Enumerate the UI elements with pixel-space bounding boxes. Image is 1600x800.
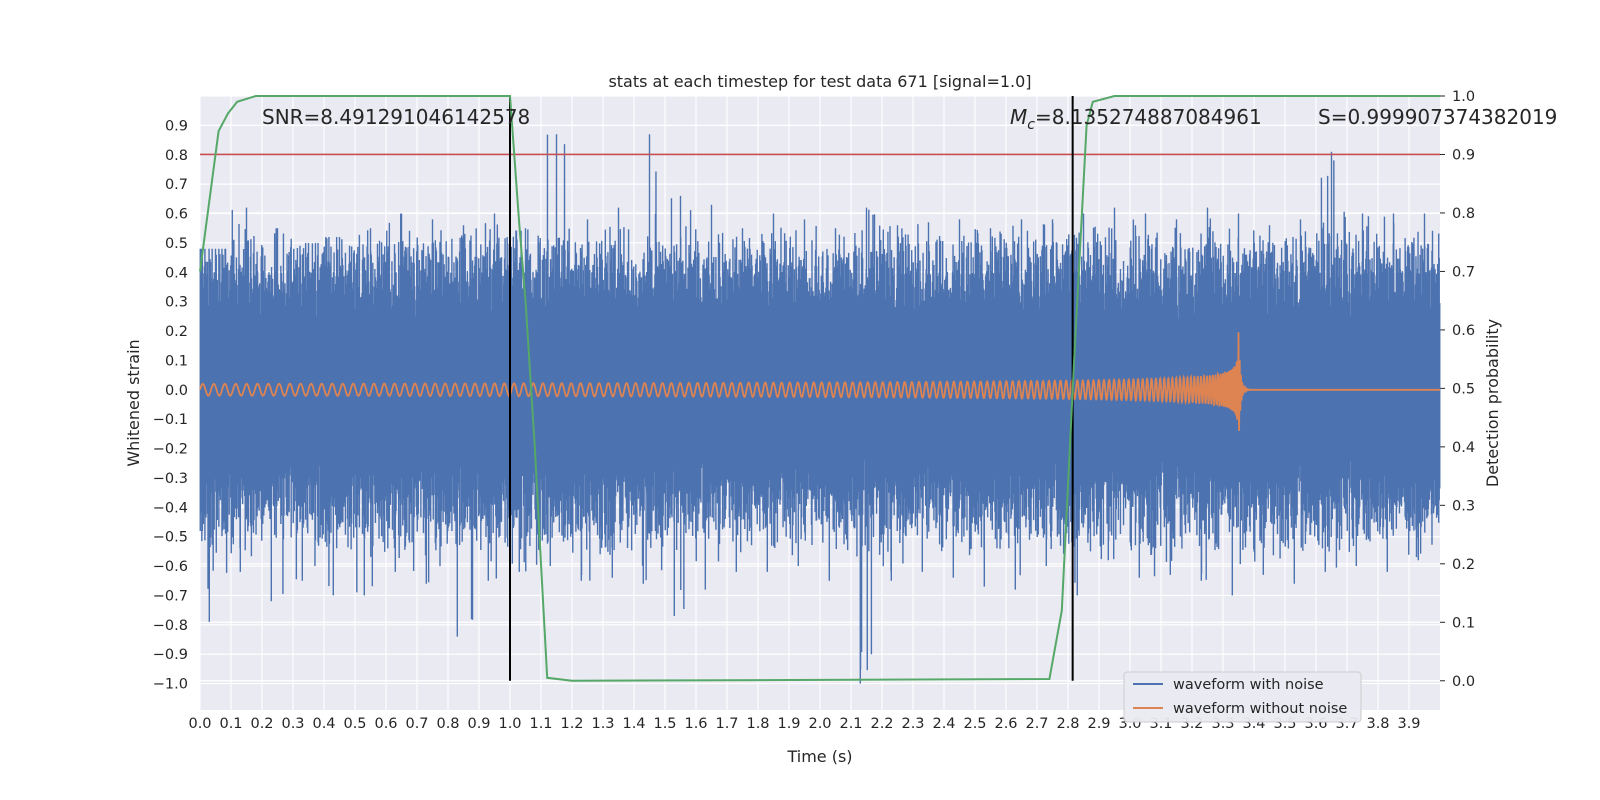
x-tick-label: 0.9 [467, 716, 490, 732]
x-tick-label: 3.9 [1397, 716, 1420, 732]
x-tick-label: 1.9 [777, 716, 800, 732]
y-tick-label: −0.3 [153, 471, 188, 487]
x-tick-label: 0.2 [250, 716, 273, 732]
x-tick-label: 2.8 [1056, 716, 1079, 732]
y-tick-label: −0.9 [153, 647, 188, 663]
y-tick-label: −0.5 [153, 530, 188, 546]
y2-tick-label: 1.0 [1452, 89, 1475, 105]
x-tick-label: 0.0 [188, 716, 211, 732]
x-tick-label: 3.8 [1366, 716, 1389, 732]
snr-annotation: SNR=8.491291046142578 [262, 105, 530, 129]
clean-waveform-line [199, 332, 1440, 431]
y2-tick-label: 0.1 [1452, 615, 1475, 631]
y-tick-label: 0.8 [165, 148, 188, 164]
x-tick-label: 1.2 [560, 716, 583, 732]
y2-tick-label: 0.4 [1452, 440, 1475, 456]
y2-tick-label: 0.6 [1452, 323, 1475, 339]
y-tick-labels: 0.9 0.8 0.7 0.6 0.5 0.4 0.3 0.2 0.1 0.0 −0.1 −0.2 −0… [153, 118, 188, 692]
y-tick-label: 0.3 [165, 295, 188, 311]
clean-waveform-series [199, 332, 1440, 431]
x-tick-label: 2.3 [901, 716, 924, 732]
y-tick-label: −0.8 [153, 618, 188, 634]
x-tick-label: 1.4 [622, 716, 645, 732]
chart-title: stats at each timestep for test data 671… [608, 72, 1031, 91]
x-tick-label: 1.5 [653, 716, 676, 732]
x-axis-label: Time (s) [786, 747, 852, 766]
y-axis-label: Whitened strain [124, 339, 143, 466]
x-tick-label: 2.9 [1087, 716, 1110, 732]
y2-tick-label: 0.8 [1452, 206, 1475, 222]
legend-label-noisy: waveform with noise [1173, 677, 1324, 693]
x-tick-label: 1.3 [591, 716, 614, 732]
x-tick-label: 2.6 [994, 716, 1017, 732]
legend-label-clean: waveform without noise [1173, 701, 1347, 717]
chirp-mass-annotation: Mc=8.135274887084961 [1010, 105, 1262, 133]
y2-tick-label: 0.3 [1452, 498, 1475, 514]
y-tick-label: 0.4 [165, 265, 188, 281]
s-annotation: S=0.999907374382019 [1318, 105, 1557, 129]
y-tick-label: 0.2 [165, 324, 188, 340]
y-tick-label: −1.0 [153, 677, 188, 693]
x-tick-label: 0.5 [343, 716, 366, 732]
x-tick-label: 0.4 [312, 716, 335, 732]
y2-axis-label: Detection probability [1483, 319, 1502, 487]
legend-box [1123, 671, 1362, 723]
x-tick-label: 0.7 [405, 716, 428, 732]
detection-probability-series [199, 95, 1440, 682]
x-tick-label: 1.6 [684, 716, 707, 732]
y-tick-label: −0.6 [153, 559, 188, 575]
x-tick-label: 2.0 [808, 716, 831, 732]
detection-probability-line [199, 95, 1440, 682]
y-tick-label: −0.4 [153, 500, 188, 516]
y2-tick-label: 0.2 [1452, 557, 1475, 573]
y-tick-label: 0.7 [165, 177, 188, 193]
x-tick-label: 2.4 [932, 716, 955, 732]
x-tick-label: 2.5 [963, 716, 986, 732]
y-tick-label: −0.1 [153, 412, 188, 428]
legend: waveform with noise waveform without noi… [1123, 671, 1362, 723]
x-tick-label: 0.1 [219, 716, 242, 732]
y2-tick-label: 0.7 [1452, 264, 1475, 280]
y-tick-label: −0.2 [153, 442, 188, 458]
y-tick-label: 0.9 [165, 118, 188, 134]
y-tick-label: 0.6 [165, 207, 188, 223]
x-tick-label: 0.6 [374, 716, 397, 732]
y-tick-label: −0.7 [153, 588, 188, 604]
y-tick-label: 0.1 [165, 353, 188, 369]
y-tick-label: 0.0 [165, 383, 188, 399]
x-tick-label: 2.1 [839, 716, 862, 732]
y2-tick-label: 0.5 [1452, 381, 1475, 397]
x-tick-label: 0.8 [436, 716, 459, 732]
y2-tick-label: 0.9 [1452, 147, 1475, 163]
y2-tick-labels: 1.0 0.9 0.8 0.7 0.6 0.5 0.4 0.3 0.2 0.1 0.0 [1452, 89, 1475, 690]
x-tick-label: 1.0 [498, 716, 521, 732]
y2-tick-label: 0.0 [1452, 674, 1475, 690]
x-tick-label: 2.2 [870, 716, 893, 732]
x-tick-label: 0.3 [281, 716, 304, 732]
x-tick-label: 2.7 [1025, 716, 1048, 732]
y-tick-label: 0.5 [165, 236, 188, 252]
x-tick-label: 1.8 [746, 716, 769, 732]
x-tick-label: 1.7 [715, 716, 738, 732]
x-tick-label: 1.1 [529, 716, 552, 732]
